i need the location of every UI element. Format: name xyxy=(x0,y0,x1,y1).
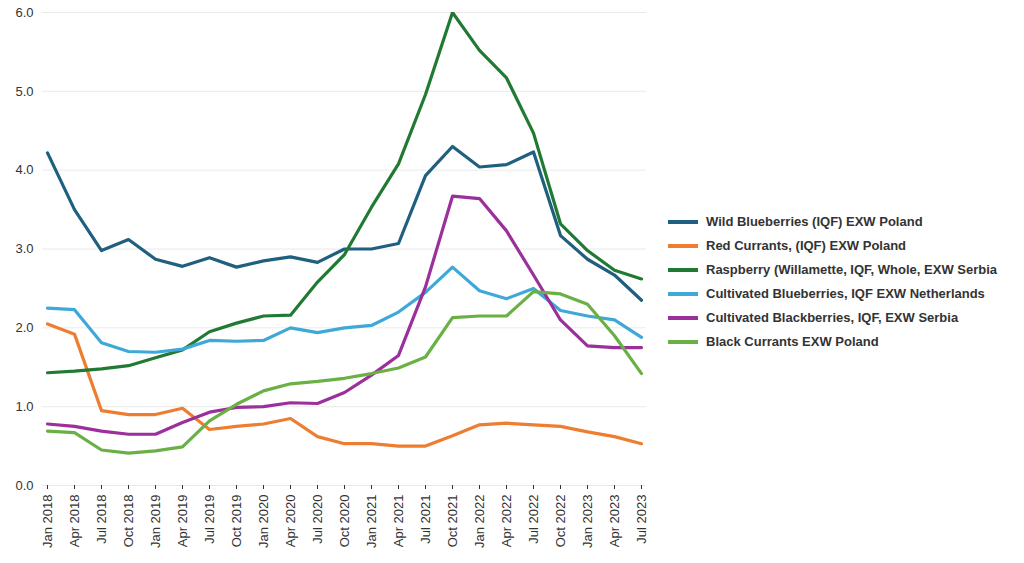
svg-text:6.0: 6.0 xyxy=(15,5,33,20)
svg-text:Apr 2021: Apr 2021 xyxy=(391,495,406,548)
svg-text:Oct 2020: Oct 2020 xyxy=(337,495,352,548)
svg-text:Jul 2020: Jul 2020 xyxy=(310,495,325,544)
svg-text:5.0: 5.0 xyxy=(15,83,33,98)
svg-text:Jul 2018: Jul 2018 xyxy=(94,495,109,544)
svg-text:Oct 2021: Oct 2021 xyxy=(445,495,460,548)
svg-text:Jan 2018: Jan 2018 xyxy=(40,495,55,549)
svg-text:Jan 2020: Jan 2020 xyxy=(256,495,271,549)
svg-text:Apr 2020: Apr 2020 xyxy=(283,495,298,548)
html-text:Raspberry (Willamette, IQF, Wh: Raspberry (Willamette, IQF, Whole, EXW S… xyxy=(706,262,997,277)
svg-text:Oct 2022: Oct 2022 xyxy=(553,495,568,548)
svg-text:Oct 2018: Oct 2018 xyxy=(121,495,136,548)
svg-text:Jul 2023: Jul 2023 xyxy=(634,495,649,544)
svg-text:Apr 2022: Apr 2022 xyxy=(499,495,514,548)
svg-text:1.0: 1.0 xyxy=(15,399,33,414)
svg-text:Jul 2021: Jul 2021 xyxy=(418,495,433,544)
svg-text:Jan 2022: Jan 2022 xyxy=(472,495,487,549)
svg-text:Jan 2023: Jan 2023 xyxy=(580,495,595,549)
svg-text:0.0: 0.0 xyxy=(15,478,33,493)
svg-text:2.0: 2.0 xyxy=(15,320,33,335)
html-text:Wild Blueberries (IQF) EXW Pol: Wild Blueberries (IQF) EXW Poland xyxy=(706,214,923,229)
svg-text:Jan 2021: Jan 2021 xyxy=(364,495,379,549)
svg-text:4.0: 4.0 xyxy=(15,162,33,177)
html-text:Cultivated Blueberries, IQF EX: Cultivated Blueberries, IQF EXW Netherla… xyxy=(706,286,985,301)
svg-text:Jan 2019: Jan 2019 xyxy=(148,495,163,549)
svg-text:Oct 2019: Oct 2019 xyxy=(229,495,244,548)
svg-text:Jul 2019: Jul 2019 xyxy=(202,495,217,544)
svg-text:Apr 2018: Apr 2018 xyxy=(67,495,82,548)
svg-text:3.0: 3.0 xyxy=(15,241,33,256)
html-text:Cultivated Blackberries, IQF,: Cultivated Blackberries, IQF, EXW Serbia xyxy=(706,310,959,325)
html-text:Red Currants, (IQF) EXW Poland: Red Currants, (IQF) EXW Poland xyxy=(706,238,907,253)
svg-text:Apr 2019: Apr 2019 xyxy=(175,495,190,548)
html-text:Black Currants EXW Poland: Black Currants EXW Poland xyxy=(706,334,879,349)
svg-text:Apr 2023: Apr 2023 xyxy=(607,495,622,548)
svg-text:Jul 2022: Jul 2022 xyxy=(526,495,541,544)
